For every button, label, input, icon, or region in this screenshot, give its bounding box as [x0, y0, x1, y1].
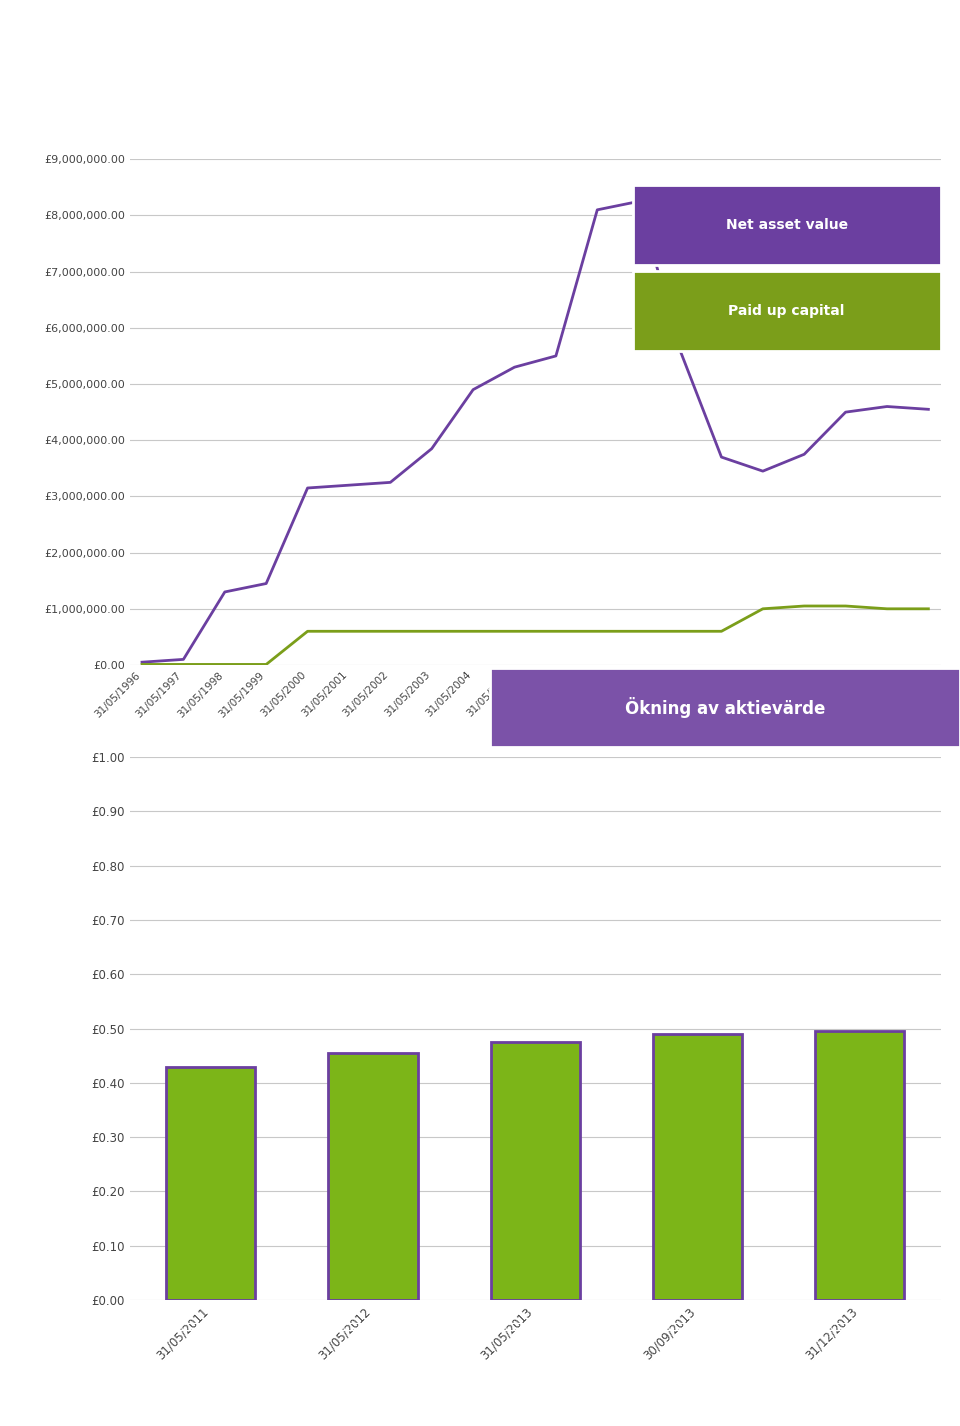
- Bar: [328, 1052, 418, 1301]
- Text: Net asset value: Net asset value: [726, 218, 848, 232]
- Text: UTVECKLING AV SUBSTANSVÄRDET PER AKTIE: UTVECKLING AV SUBSTANSVÄRDET PER AKTIE: [117, 36, 843, 60]
- Bar: [166, 1067, 255, 1301]
- Bar: [653, 1034, 742, 1301]
- Text: 31 DECEMBER 2013: 31 DECEMBER 2013: [396, 108, 564, 124]
- Text: 12: 12: [908, 1402, 931, 1420]
- FancyBboxPatch shape: [633, 271, 941, 351]
- FancyBboxPatch shape: [490, 667, 960, 747]
- Bar: [815, 1031, 904, 1301]
- Text: Ökning av aktievärde: Ökning av aktievärde: [625, 697, 825, 719]
- FancyBboxPatch shape: [633, 184, 941, 265]
- Text: Paid up capital: Paid up capital: [729, 304, 845, 318]
- Bar: [491, 1042, 580, 1301]
